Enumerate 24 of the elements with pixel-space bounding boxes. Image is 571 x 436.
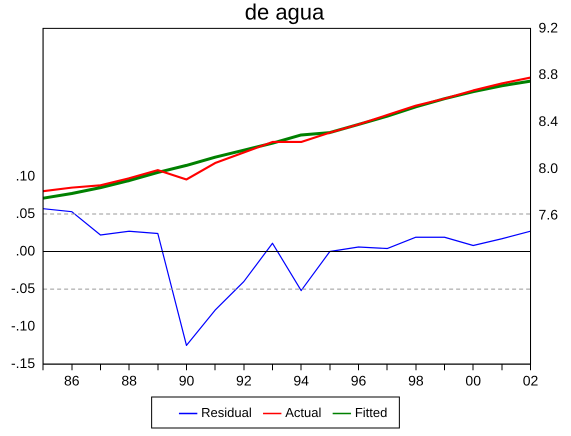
legend-label: Fitted xyxy=(354,405,388,420)
legend-label: Actual xyxy=(285,405,322,420)
x-tick-label: 86 xyxy=(64,372,80,388)
legend-label: Residual xyxy=(201,405,252,420)
x-tick-label: 00 xyxy=(465,372,482,388)
x-tick-label: 88 xyxy=(121,372,138,388)
x-tick-label: 98 xyxy=(408,372,424,388)
y-tick-label: -.10 xyxy=(11,318,36,334)
x-tick-label: 96 xyxy=(350,372,367,388)
chart-title: de agua xyxy=(244,0,326,24)
x-tick-label: 94 xyxy=(293,372,310,388)
x-tick-label: 92 xyxy=(236,372,252,388)
y2-tick-label: 9.2 xyxy=(538,19,558,36)
y-tick-label: -.05 xyxy=(11,280,36,296)
y2-tick-label: 7.6 xyxy=(538,206,558,223)
y-tick-label: .00 xyxy=(16,242,36,258)
x-tick-label: 02 xyxy=(522,372,539,388)
y-tick-label: .05 xyxy=(16,204,36,221)
y-tick-label: .10 xyxy=(16,167,36,184)
y2-tick-label: 8.8 xyxy=(538,66,558,82)
y2-tick-label: 8.4 xyxy=(538,112,558,129)
y2-tick-label: 8.0 xyxy=(538,160,558,176)
y-tick-label: -.15 xyxy=(11,355,36,372)
x-tick-label: 90 xyxy=(178,372,194,388)
